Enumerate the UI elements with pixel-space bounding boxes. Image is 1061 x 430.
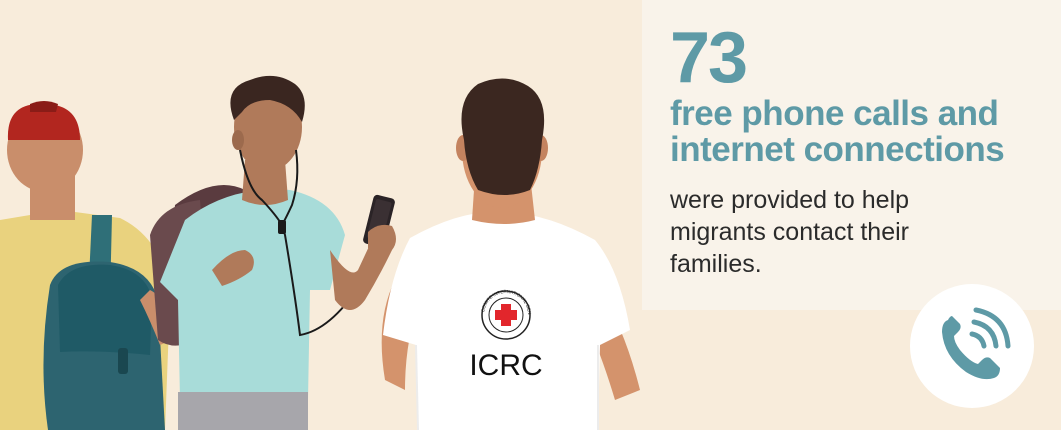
phone-call-icon <box>942 307 1011 380</box>
stat-description-line: migrants contact their <box>670 218 909 246</box>
stat-description-line: families. <box>670 250 762 278</box>
person-red-cap <box>0 101 172 430</box>
phone-badge <box>910 284 1034 408</box>
person-with-phone <box>150 75 396 430</box>
stat-number: 73 <box>670 18 748 98</box>
migrants-illustration: COMITE INTERNATIONAL GENEVE ICRC <box>0 0 640 430</box>
stat-headline-line: free phone calls and <box>670 94 999 133</box>
stat-description: were provided to help migrants contact t… <box>670 184 1010 280</box>
stat-description-line: were provided to help <box>670 186 910 214</box>
stat-headline-line: internet connections <box>670 130 1005 169</box>
stat-headline: free phone calls and internet connection… <box>670 96 1050 168</box>
stat-panel <box>642 0 1061 310</box>
icrc-shirt-text: ICRC <box>469 349 542 382</box>
